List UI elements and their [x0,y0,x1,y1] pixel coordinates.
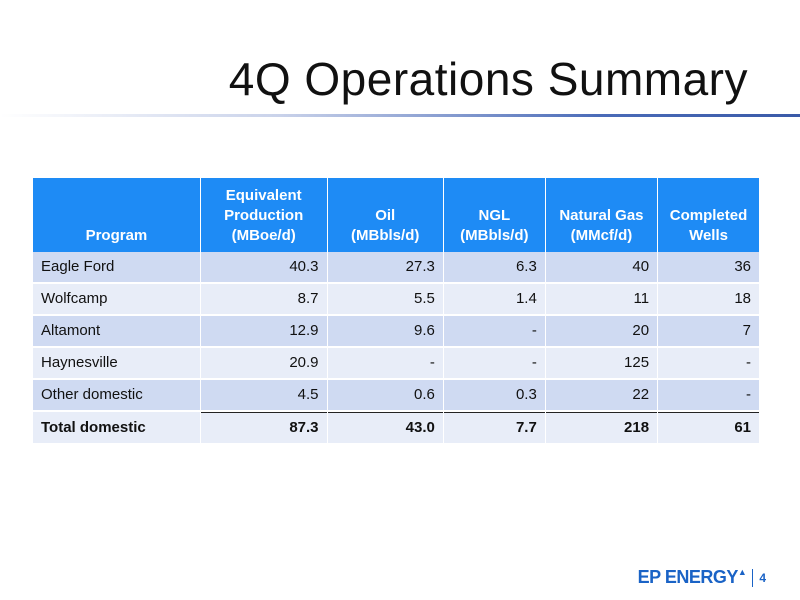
header-text: Production [224,207,304,224]
header-equivalent-production: Equivalent Production (MBoe/d) [200,178,327,252]
ngl-cell: - [443,316,545,348]
oil-cell: 5.5 [327,284,443,316]
natural-gas-cell: 40 [545,252,658,284]
program-cell: Haynesville [33,348,200,380]
header-natural-gas: Natural Gas (MMcf/d) [545,178,658,252]
total-equivalent-production-cell: 87.3 [200,412,327,443]
header-text: Oil [375,207,396,224]
table-header-row: Program Equivalent Production (MBoe/d) O… [33,178,759,252]
program-cell: Other domestic [33,380,200,412]
total-row: Total domestic 87.3 43.0 7.7 218 61 [33,412,759,443]
completed-wells-cell: - [658,380,759,412]
table-row: Eagle Ford 40.3 27.3 6.3 40 36 [33,252,759,284]
ngl-cell: 6.3 [443,252,545,284]
header-text: NGL [478,207,511,224]
logo-text: EP ENERGY [637,567,739,587]
header-completed-wells: Completed Wells [658,178,759,252]
title-divider [0,114,800,117]
total-oil-cell: 43.0 [327,412,443,443]
natural-gas-cell: 22 [545,380,658,412]
total-label-cell: Total domestic [33,412,200,443]
header-text: Wells [689,227,728,244]
equivalent-production-cell: 4.5 [200,380,327,412]
program-cell: Altamont [33,316,200,348]
oil-cell: 0.6 [327,380,443,412]
header-text: Natural Gas [559,207,644,224]
natural-gas-cell: 125 [545,348,658,380]
page-title: 4Q Operations Summary [228,53,748,105]
ngl-cell: - [443,348,545,380]
equivalent-production-cell: 20.9 [200,348,327,380]
total-ngl-cell: 7.7 [443,412,545,443]
completed-wells-cell: - [658,348,759,380]
operations-table: Program Equivalent Production (MBoe/d) O… [32,178,760,443]
header-text: Completed [669,207,748,224]
header-oil: Oil (MBbls/d) [327,178,443,252]
flame-icon: ▲ [737,567,747,577]
table-row: Altamont 12.9 9.6 - 20 7 [33,316,759,348]
completed-wells-cell: 36 [658,252,759,284]
total-completed-wells-cell: 61 [658,412,759,443]
ep-energy-logo: EP ENERGY▲ [638,567,747,588]
header-text: (MBoe/d) [231,227,296,244]
header-text: Program [85,227,148,244]
header-program: Program [33,178,200,252]
program-cell: Eagle Ford [33,252,200,284]
footer-divider [752,568,754,587]
page-number: 4 [759,570,766,585]
footer: EP ENERGY▲ 4 [638,567,766,588]
header-ngl: NGL (MBbls/d) [443,178,545,252]
header-text: (MBbls/d) [351,227,420,244]
oil-cell: - [327,348,443,380]
equivalent-production-cell: 40.3 [200,252,327,284]
natural-gas-cell: 11 [545,284,658,316]
oil-cell: 9.6 [327,316,443,348]
table-row: Wolfcamp 8.7 5.5 1.4 11 18 [33,284,759,316]
header-text: Equivalent [225,187,302,204]
table-row: Haynesville 20.9 - - 125 - [33,348,759,380]
completed-wells-cell: 7 [658,316,759,348]
completed-wells-cell: 18 [658,284,759,316]
ngl-cell: 0.3 [443,380,545,412]
program-cell: Wolfcamp [33,284,200,316]
header-text: (MMcf/d) [570,227,633,244]
natural-gas-cell: 20 [545,316,658,348]
oil-cell: 27.3 [327,252,443,284]
equivalent-production-cell: 12.9 [200,316,327,348]
ngl-cell: 1.4 [443,284,545,316]
table-row: Other domestic 4.5 0.6 0.3 22 - [33,380,759,412]
header-text: (MBbls/d) [460,227,529,244]
total-natural-gas-cell: 218 [545,412,658,443]
equivalent-production-cell: 8.7 [200,284,327,316]
